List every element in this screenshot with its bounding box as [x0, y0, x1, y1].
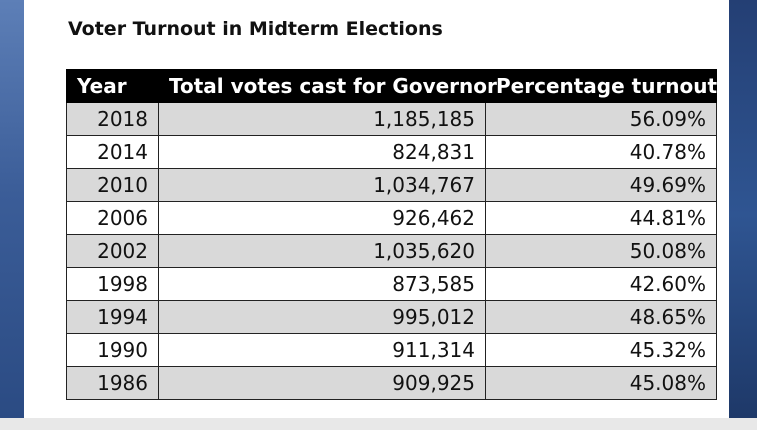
- cell-votes: 995,012: [158, 300, 486, 334]
- table-row: 1990 911,314 45.32%: [66, 333, 717, 367]
- cell-year: 1986: [66, 366, 159, 400]
- table-row: 2010 1,034,767 49.69%: [66, 168, 717, 202]
- turnout-table: Year Total votes cast for Governor Perce…: [66, 69, 717, 400]
- cell-turnout: 40.78%: [485, 135, 717, 169]
- cell-votes: 873,585: [158, 267, 486, 301]
- background-left-edge: [0, 0, 24, 430]
- table-row: 1998 873,585 42.60%: [66, 267, 717, 301]
- table-header-row: Year Total votes cast for Governor Perce…: [66, 69, 717, 103]
- cell-year: 2006: [66, 201, 159, 235]
- cell-votes: 911,314: [158, 333, 486, 367]
- cell-votes: 926,462: [158, 201, 486, 235]
- cell-votes: 1,185,185: [158, 102, 486, 136]
- table-row: 2006 926,462 44.81%: [66, 201, 717, 235]
- cell-turnout: 44.81%: [485, 201, 717, 235]
- cell-turnout: 49.69%: [485, 168, 717, 202]
- column-header-year: Year: [66, 69, 159, 103]
- cell-year: 1994: [66, 300, 159, 334]
- column-header-turnout: Percentage turnout: [485, 69, 717, 103]
- cell-year: 1998: [66, 267, 159, 301]
- table-row: 1994 995,012 48.65%: [66, 300, 717, 334]
- cell-year: 2010: [66, 168, 159, 202]
- cell-year: 1990: [66, 333, 159, 367]
- table-row: 2002 1,035,620 50.08%: [66, 234, 717, 268]
- table-row: 2018 1,185,185 56.09%: [66, 102, 717, 136]
- background-right-edge: [729, 0, 757, 430]
- chart-title: Voter Turnout in Midterm Elections: [68, 18, 443, 40]
- table-row: 1986 909,925 45.08%: [66, 366, 717, 400]
- cell-turnout: 48.65%: [485, 300, 717, 334]
- cell-year: 2018: [66, 102, 159, 136]
- cell-year: 2002: [66, 234, 159, 268]
- background-bottom-strip: [0, 418, 757, 430]
- cell-votes: 1,035,620: [158, 234, 486, 268]
- cell-votes: 824,831: [158, 135, 486, 169]
- cell-turnout: 45.08%: [485, 366, 717, 400]
- cell-votes: 909,925: [158, 366, 486, 400]
- cell-turnout: 45.32%: [485, 333, 717, 367]
- table-row: 2014 824,831 40.78%: [66, 135, 717, 169]
- cell-turnout: 50.08%: [485, 234, 717, 268]
- cell-year: 2014: [66, 135, 159, 169]
- cell-turnout: 42.60%: [485, 267, 717, 301]
- column-header-votes: Total votes cast for Governor: [158, 69, 497, 103]
- cell-turnout: 56.09%: [485, 102, 717, 136]
- cell-votes: 1,034,767: [158, 168, 486, 202]
